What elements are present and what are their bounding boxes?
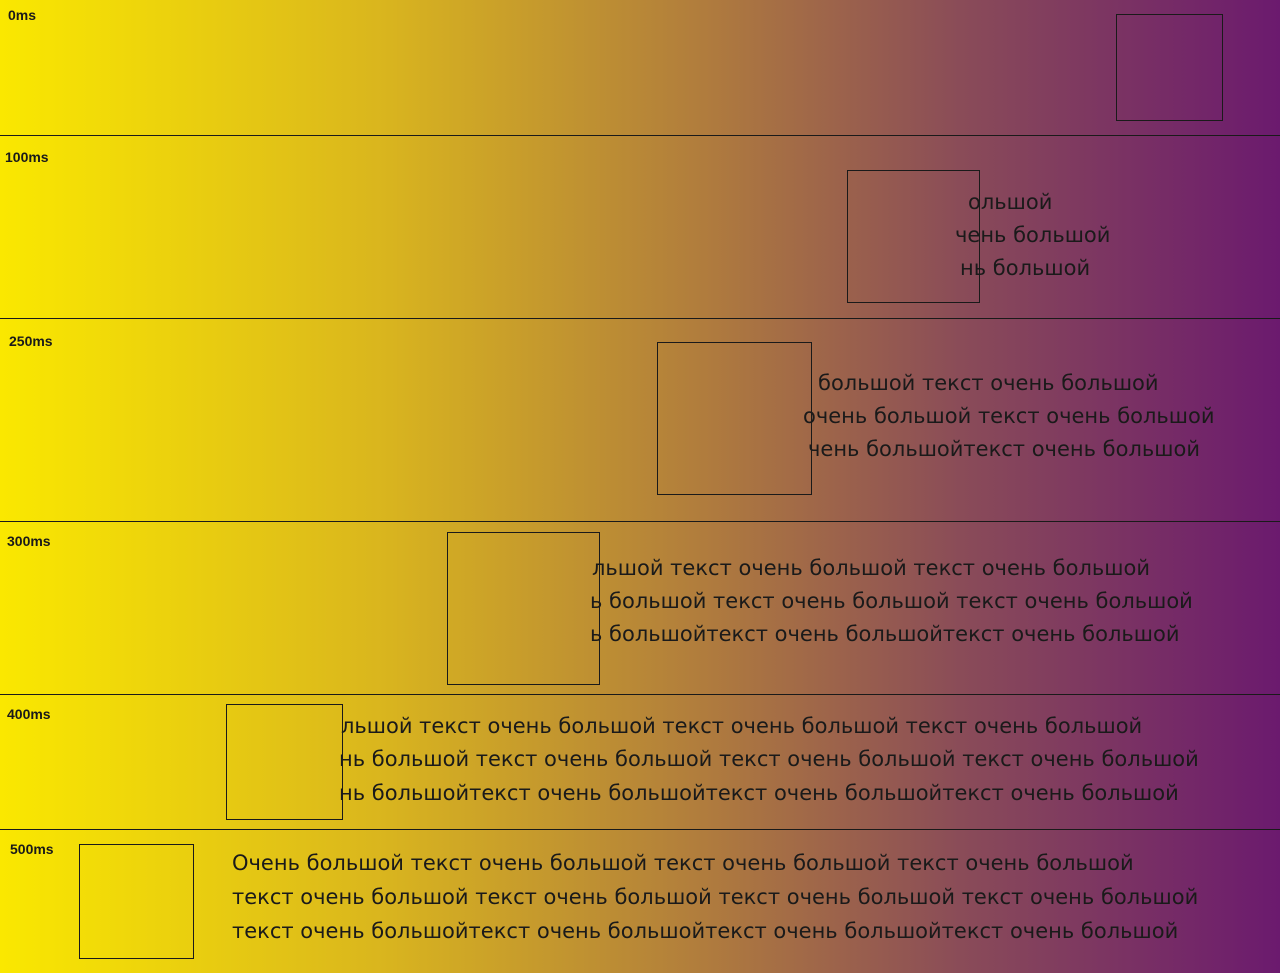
text-line-2: чень большой xyxy=(955,223,1111,247)
text-line-1: льшой текст очень большой текст очень бо… xyxy=(341,714,1143,738)
text-line-2: нь большой текст очень большой текст оче… xyxy=(339,747,1199,771)
text-line-3: текст очень большойтекст очень большойте… xyxy=(232,919,1179,943)
frame-divider xyxy=(0,829,1280,830)
frame-label: 300ms xyxy=(7,533,51,549)
animated-square xyxy=(1116,14,1223,121)
text-line-2: ь большой текст очень большой текст очен… xyxy=(590,589,1193,613)
frame-label: 0ms xyxy=(8,7,37,23)
frame-divider xyxy=(0,694,1280,695)
frame-divider xyxy=(0,135,1280,136)
text-line-1: большой текст очень большой xyxy=(818,371,1159,395)
frame-0ms: 0ms xyxy=(0,0,1280,136)
text-line-1: льшой текст очень большой текст очень бо… xyxy=(592,556,1150,580)
frame-250ms: 250ms большой текст очень большой очень … xyxy=(0,319,1280,521)
animated-square xyxy=(657,342,812,495)
animated-square xyxy=(847,170,980,303)
animated-square xyxy=(79,844,194,959)
frame-label: 500ms xyxy=(10,841,54,857)
frame-label: 100ms xyxy=(5,149,49,165)
frame-300ms: 300ms льшой текст очень большой текст оч… xyxy=(0,522,1280,694)
animated-square xyxy=(447,532,600,685)
frame-divider xyxy=(0,521,1280,522)
animated-square xyxy=(226,704,343,820)
text-line-1: Очень большой текст очень большой текст … xyxy=(232,851,1134,875)
text-line-3: ь большойтекст очень большойтекст очень … xyxy=(590,622,1180,646)
text-line-3: нь большойтекст очень большойтекст очень… xyxy=(339,781,1179,805)
text-line-3: чень большойтекст очень большой xyxy=(808,437,1200,461)
frame-500ms: 500ms Очень большой текст очень большой … xyxy=(0,830,1280,973)
frame-label: 250ms xyxy=(9,333,53,349)
frame-400ms: 400ms льшой текст очень большой текст оч… xyxy=(0,695,1280,829)
text-line-3: нь большой xyxy=(960,256,1091,280)
text-line-2: очень большой текст очень большой xyxy=(803,404,1215,428)
frame-divider xyxy=(0,318,1280,319)
text-line-1: ольшой xyxy=(968,190,1053,214)
frame-100ms: 100ms ольшой чень большой нь большой xyxy=(0,136,1280,318)
text-line-2: текст очень большой текст очень большой … xyxy=(232,885,1199,909)
frame-label: 400ms xyxy=(7,706,51,722)
